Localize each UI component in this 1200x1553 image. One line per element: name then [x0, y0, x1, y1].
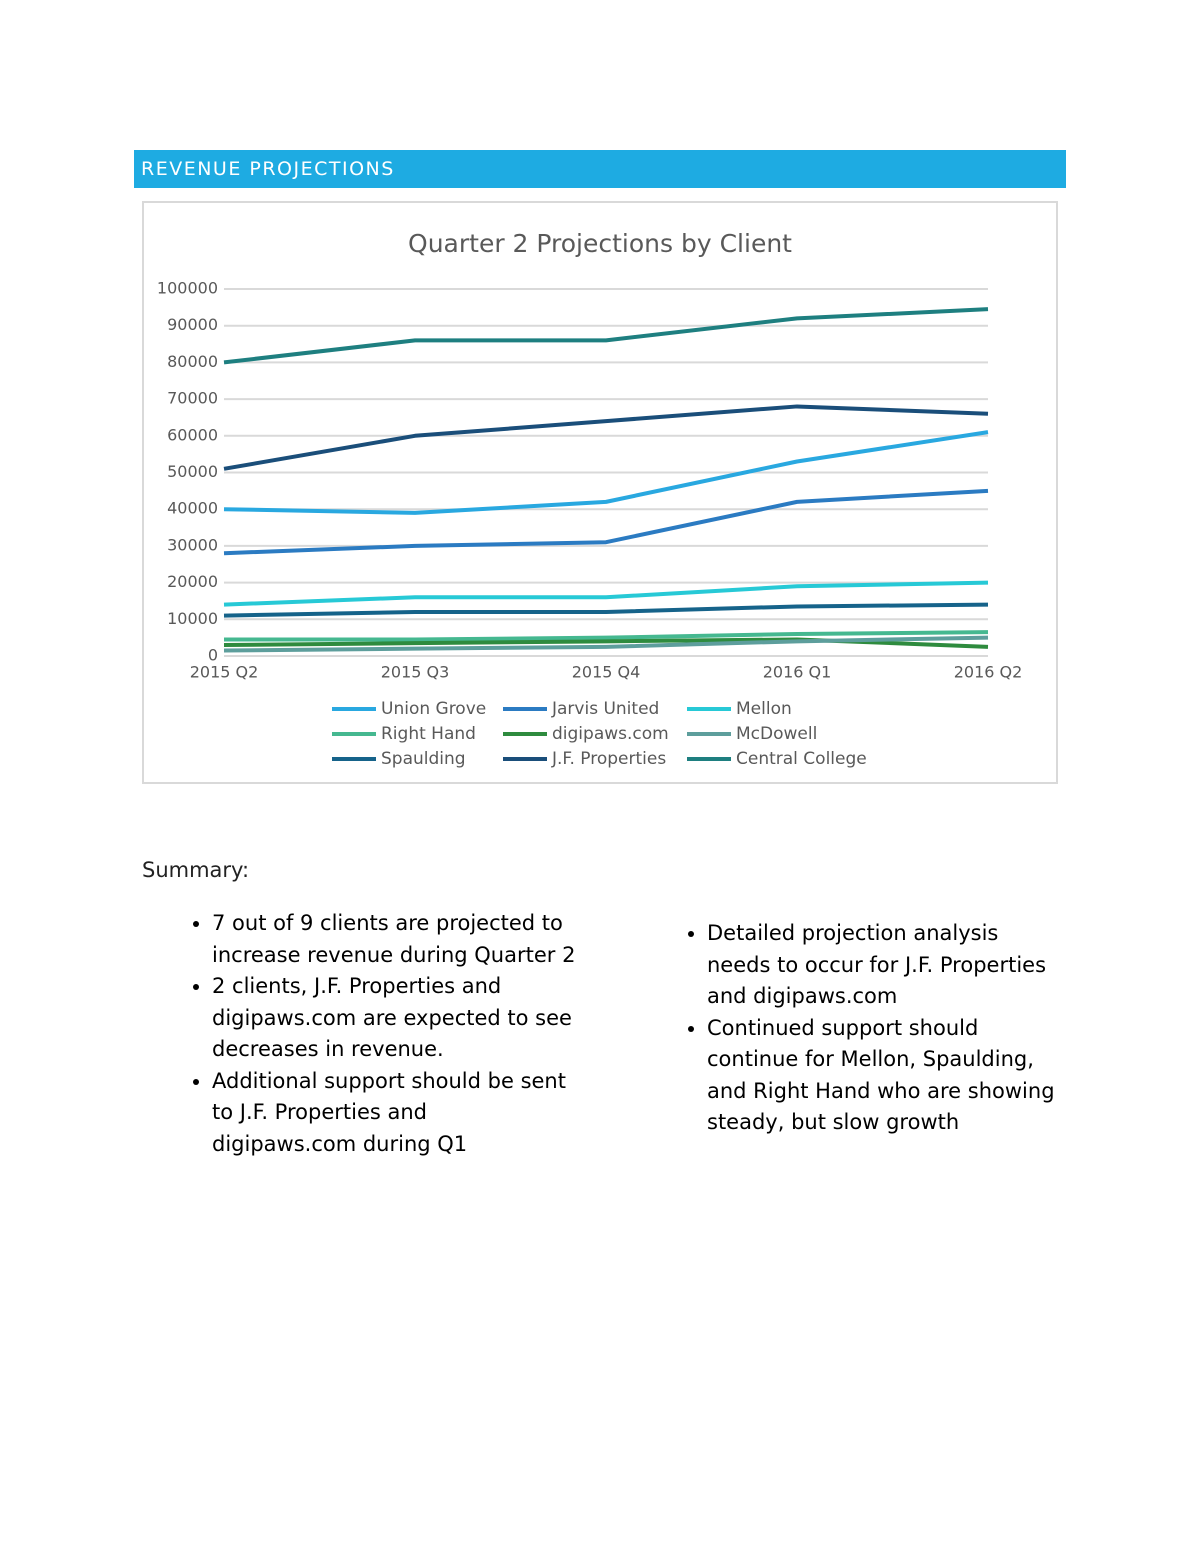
- chart-frame: [142, 201, 1058, 784]
- legend-label: digipaws.com: [552, 724, 669, 744]
- y-tick-label: 100000: [157, 279, 218, 298]
- chart-title: Quarter 2 Projections by Client: [408, 229, 792, 258]
- summary-list: 7 out of 9 clients are projected to incr…: [142, 908, 577, 1160]
- chart: Quarter 2 Projections by Client 0 10000 20…: [157, 229, 1023, 769]
- y-tick-label: 60000: [167, 425, 218, 444]
- summary-item: Additional support should be sent to J.F…: [212, 1066, 577, 1161]
- series-line: [223, 580, 989, 607]
- y-tick-label: 40000: [167, 499, 218, 518]
- series-line: [223, 404, 989, 471]
- x-tick-label: 2016 Q1: [763, 663, 832, 682]
- series-line: [223, 307, 989, 365]
- summary-list: Detailed projection analysis needs to oc…: [637, 918, 1057, 1139]
- series-line: [223, 602, 989, 618]
- x-tick-label: 2015 Q3: [381, 663, 450, 682]
- summary-item: 2 clients, J.F. Properties and digipaws.…: [212, 971, 577, 1066]
- x-tick-label: 2015 Q2: [190, 663, 259, 682]
- y-tick-label: 80000: [167, 352, 218, 371]
- legend-label: J.F. Properties: [551, 749, 666, 769]
- y-tick-label: 70000: [167, 389, 218, 408]
- y-tick-label: 50000: [167, 462, 218, 481]
- summary-item: 7 out of 9 clients are projected to incr…: [212, 908, 577, 971]
- section-header: REVENUE PROJECTIONS: [134, 150, 1066, 188]
- legend-label: Spaulding: [381, 749, 466, 769]
- legend-label: Right Hand: [381, 724, 476, 744]
- series-line: [224, 630, 989, 642]
- x-tick-label: 2016 Q2: [954, 663, 1023, 682]
- summary-item: Continued support should continue for Me…: [707, 1013, 1057, 1139]
- series-line: [223, 635, 989, 653]
- y-tick-label: 90000: [167, 315, 218, 334]
- legend-label: Jarvis United: [551, 699, 659, 719]
- summary-item: Detailed projection analysis needs to oc…: [707, 918, 1057, 1013]
- summary-heading: Summary:: [142, 858, 250, 882]
- legend-label: Union Grove: [381, 699, 486, 719]
- legend-label: Central College: [736, 749, 867, 769]
- legend-label: Mellon: [736, 699, 792, 719]
- y-tick-label: 20000: [167, 572, 218, 591]
- legend-label: McDowell: [736, 724, 817, 744]
- x-tick-label: 2015 Q4: [572, 663, 641, 682]
- y-tick-label: 10000: [167, 609, 218, 628]
- y-tick-label: 30000: [167, 535, 218, 554]
- y-tick-label: 0: [208, 646, 218, 665]
- series-line: [223, 488, 989, 556]
- series-line: [223, 430, 989, 515]
